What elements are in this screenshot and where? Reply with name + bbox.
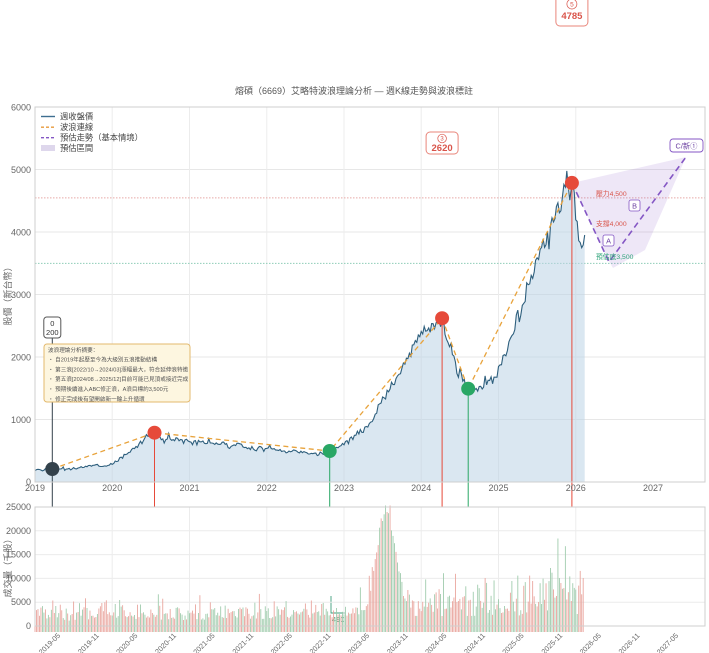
svg-text:2023-11: 2023-11 [385, 631, 410, 653]
svg-text:A: A [606, 237, 611, 246]
svg-text:‧ 自2019年起歷至今為大級別五浪推動結構: ‧ 自2019年起歷至今為大級別五浪推動結構 [48, 356, 157, 364]
svg-text:0: 0 [26, 621, 31, 631]
svg-text:20000: 20000 [6, 526, 31, 536]
svg-text:2020-11: 2020-11 [153, 631, 178, 653]
svg-text:5: 5 [570, 1, 574, 8]
svg-text:6000: 6000 [11, 102, 31, 112]
svg-text:2025: 2025 [488, 483, 508, 493]
svg-text:成交量（千股）: 成交量（千股） [2, 534, 13, 597]
svg-text:2022-05: 2022-05 [269, 631, 294, 653]
svg-text:2620: 2620 [432, 143, 453, 154]
svg-text:‧ 第三浪[2022/10→2024/03]漲幅最大，符合延: ‧ 第三浪[2022/10→2024/03]漲幅最大，符合延伸浪特徵 [48, 365, 189, 373]
svg-text:2022: 2022 [257, 483, 277, 493]
svg-text:2026: 2026 [566, 483, 586, 493]
svg-text:‧ 第五浪[2024/08→2025/12]目前可能已見頂或: ‧ 第五浪[2024/08→2025/12]目前可能已見頂或接近完成 [48, 375, 189, 383]
svg-text:波浪理論分析摘要：: 波浪理論分析摘要： [48, 346, 98, 354]
svg-text:1000: 1000 [11, 415, 31, 425]
svg-text:0: 0 [50, 319, 54, 328]
svg-text:2021: 2021 [179, 483, 199, 493]
svg-text:2026-05: 2026-05 [578, 631, 603, 653]
svg-text:3000: 3000 [11, 290, 31, 300]
svg-text:週收盤價: 週收盤價 [60, 111, 94, 121]
svg-text:5000: 5000 [11, 165, 31, 175]
svg-text:2023: 2023 [334, 483, 354, 493]
svg-text:支撐4,000: 支撐4,000 [596, 219, 627, 228]
svg-text:25000: 25000 [6, 502, 31, 512]
svg-text:C/新①: C/新① [676, 142, 699, 151]
svg-text:4785: 4785 [561, 11, 583, 22]
svg-text:4000: 4000 [11, 227, 31, 237]
svg-text:2027-05: 2027-05 [655, 631, 680, 653]
svg-text:2019-11: 2019-11 [76, 631, 101, 653]
svg-text:2025-11: 2025-11 [539, 631, 564, 653]
svg-text:預估走勢（基本情境）: 預估走勢（基本情境） [60, 133, 143, 143]
svg-text:B: B [632, 202, 637, 211]
svg-text:2020-05: 2020-05 [114, 631, 139, 653]
svg-text:2025-05: 2025-05 [500, 631, 525, 653]
svg-text:2023-05: 2023-05 [346, 631, 371, 653]
svg-text:2020: 2020 [102, 483, 122, 493]
svg-text:預估區間: 預估區間 [60, 143, 93, 153]
svg-text:股價（新台幣）: 股價（新台幣） [2, 262, 13, 325]
svg-text:2019-05: 2019-05 [37, 631, 62, 653]
svg-text:2019: 2019 [25, 483, 45, 493]
svg-text:2024: 2024 [411, 483, 431, 493]
svg-text:2021-11: 2021-11 [230, 631, 255, 653]
svg-text:預估底3,500: 預估底3,500 [596, 252, 634, 261]
svg-text:2024-05: 2024-05 [423, 631, 448, 653]
svg-text:200: 200 [46, 328, 59, 337]
svg-text:熔碩（6669）艾略特波浪理論分析 — 週K線走勢與波浪標註: 熔碩（6669）艾略特波浪理論分析 — 週K線走勢與波浪標註 [235, 85, 473, 96]
svg-text:波浪連線: 波浪連線 [60, 122, 93, 132]
svg-text:2022-11: 2022-11 [308, 631, 333, 653]
svg-text:2027: 2027 [643, 483, 663, 493]
svg-text:‧ 修正完成後有望開啟新一輪上升循環: ‧ 修正完成後有望開啟新一輪上升循環 [48, 395, 145, 403]
svg-text:2024-11: 2024-11 [462, 631, 487, 653]
svg-text:‧ 預期後續進入ABC修正浪，A浪目標約3,500元: ‧ 預期後續進入ABC修正浪，A浪目標約3,500元 [48, 385, 169, 393]
svg-text:5000: 5000 [11, 597, 31, 607]
svg-text:壓力4,500: 壓力4,500 [596, 189, 627, 198]
svg-text:2000: 2000 [11, 352, 31, 362]
svg-text:2026-11: 2026-11 [617, 631, 642, 653]
svg-text:2021-05: 2021-05 [191, 631, 216, 653]
